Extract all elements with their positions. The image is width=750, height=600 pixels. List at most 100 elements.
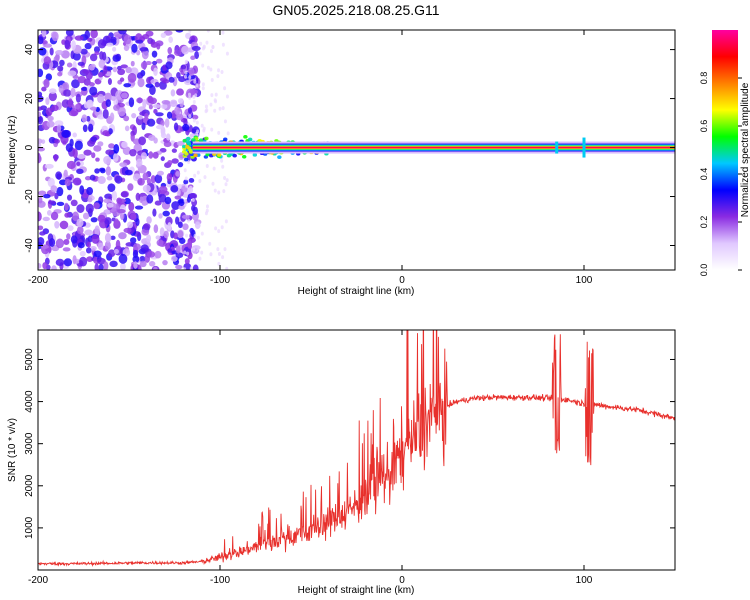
heatmap-cell xyxy=(64,212,70,218)
heatmap-cell xyxy=(56,124,62,133)
heatmap-cell xyxy=(87,123,94,133)
heatmap-cell xyxy=(153,108,158,114)
heatmap-cell xyxy=(201,63,205,68)
heatmap-cell xyxy=(74,35,84,41)
heatmap-cell xyxy=(103,65,108,75)
heatmap-cell xyxy=(63,258,73,267)
heatmap-cell xyxy=(214,92,218,97)
heatmap-spike xyxy=(582,137,586,158)
heatmap-cell xyxy=(50,211,59,221)
heatmap-cell xyxy=(100,168,106,174)
heatmap-cell xyxy=(184,59,188,64)
colorbar-tick-label: 0.6 xyxy=(699,120,709,133)
heatmap-cell xyxy=(170,184,179,193)
heatmap-cell xyxy=(91,152,96,159)
heatmap-cell xyxy=(117,68,126,76)
heatmap-cell xyxy=(93,202,100,210)
heatmap-cell xyxy=(129,149,137,157)
heatmap-cell xyxy=(193,234,197,239)
heatmap-cell xyxy=(146,177,151,185)
heatmap-cell xyxy=(183,250,187,255)
heatmap-cell xyxy=(127,221,134,229)
heatmap-cell xyxy=(127,183,134,191)
heatmap-cell xyxy=(171,255,178,262)
heatmap-cell xyxy=(142,184,151,193)
heatmap-cell xyxy=(192,264,199,270)
heatmap-cell xyxy=(66,160,76,170)
heatmap-plot-area xyxy=(38,30,675,270)
heatmap-cell xyxy=(174,49,182,57)
heatmap-cell xyxy=(146,234,152,243)
heatmap-cell xyxy=(155,124,165,130)
heatmap-cell xyxy=(57,65,64,72)
heatmap-cell xyxy=(102,108,109,119)
snr-y-tick-label: 2000 xyxy=(24,474,35,497)
heatmap-cell xyxy=(82,212,90,220)
heatmap-cell xyxy=(217,153,222,157)
heatmap-cell xyxy=(175,216,180,225)
heatmap-cell xyxy=(103,155,112,165)
heatmap-cell xyxy=(46,209,52,216)
heatmap-cell xyxy=(77,75,87,84)
heatmap-cell xyxy=(41,86,47,92)
heatmap-cell xyxy=(208,241,212,246)
heatmap-cell xyxy=(61,129,70,138)
heatmap-cell xyxy=(48,91,57,102)
heatmap-cell xyxy=(110,36,117,43)
snr-y-label: SNR (10 * v/v) xyxy=(7,418,18,482)
colorbar-tick-label: 0.0 xyxy=(699,264,709,277)
heatmap-cell xyxy=(204,136,209,141)
heatmap-cell xyxy=(45,107,53,116)
heatmap-cell xyxy=(204,104,208,109)
heatmap-cell xyxy=(66,194,73,201)
heatmap-cell xyxy=(85,247,92,254)
heatmap-cell xyxy=(86,256,94,262)
heatmap-cell xyxy=(116,197,122,204)
figure-title: GN05.2025.218.08.25.G11 xyxy=(272,2,440,18)
heatmap-cell xyxy=(65,143,73,153)
heatmap-cell xyxy=(182,223,189,231)
heatmap-cell xyxy=(66,233,71,240)
heatmap-cell xyxy=(51,104,59,112)
heatmap-cell xyxy=(95,157,100,162)
heatmap-cell xyxy=(152,103,161,109)
heatmap-cell xyxy=(68,110,78,117)
heatmap-cell xyxy=(225,94,229,99)
heatmap-cell xyxy=(152,208,157,217)
heatmap-cell xyxy=(90,217,98,223)
snr-y-tick-label: 4000 xyxy=(24,390,35,413)
heatmap-cell xyxy=(149,97,157,105)
heatmap-cell xyxy=(205,108,209,113)
heatmap-cell xyxy=(89,246,97,251)
heatmap-cell xyxy=(146,118,156,127)
heatmap-cell xyxy=(131,43,138,53)
heatmap-cell xyxy=(175,30,184,33)
heatmap-cell xyxy=(217,229,221,234)
snr-y-tick-label: 3000 xyxy=(24,432,35,455)
heatmap-cell xyxy=(217,130,221,135)
heatmap-cell xyxy=(211,45,215,50)
heatmap-cell xyxy=(130,60,135,67)
heatmap-cell xyxy=(93,250,102,258)
heatmap-cell xyxy=(223,86,227,91)
heatmap-cell xyxy=(188,95,192,100)
heatmap-y-label: Frequency (Hz) xyxy=(7,116,18,185)
heatmap-cell xyxy=(63,89,72,97)
heatmap-cell xyxy=(178,198,185,207)
heatmap-cell xyxy=(38,142,42,148)
heatmap-cell xyxy=(43,78,50,89)
heatmap-cell xyxy=(193,173,197,178)
snr-y-tick-label: 1000 xyxy=(24,516,35,539)
heatmap-x-tick-label: -100 xyxy=(210,275,230,286)
heatmap-cell xyxy=(134,205,144,210)
heatmap-cell xyxy=(50,185,58,193)
heatmap-cell xyxy=(106,175,113,181)
heatmap-cell xyxy=(93,46,101,53)
heatmap-cell xyxy=(94,263,99,270)
heatmap-cell xyxy=(160,156,165,162)
heatmap-cell xyxy=(217,68,221,73)
heatmap-cell xyxy=(59,220,69,230)
heatmap-cell xyxy=(158,185,168,195)
